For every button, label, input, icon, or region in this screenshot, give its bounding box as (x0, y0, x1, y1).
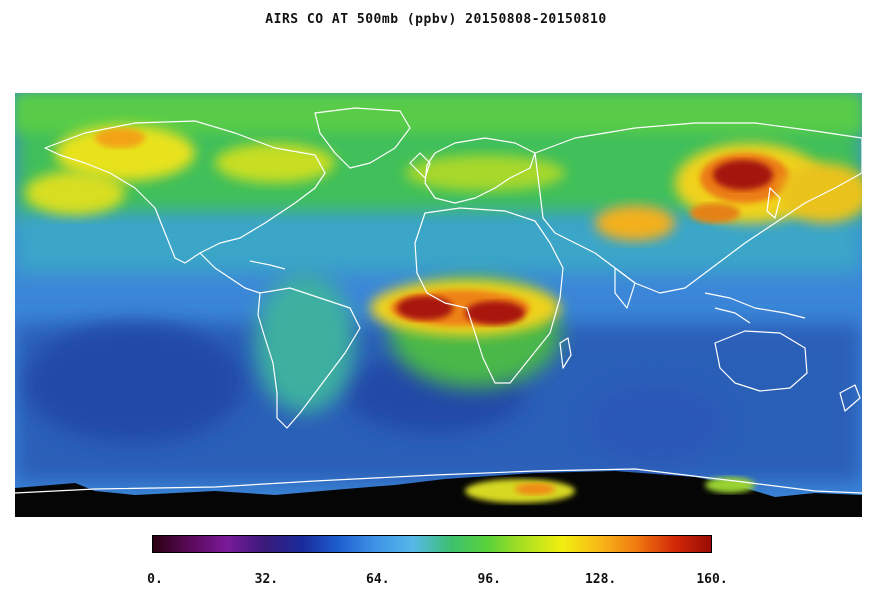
canada-plume (55, 125, 195, 181)
china-plume (595, 205, 675, 241)
dark-ocean-patch (25, 323, 245, 443)
east-asia-plume (780, 163, 862, 223)
canada-plume (25, 171, 125, 215)
colorbar (152, 535, 712, 553)
africa-plume-core-east (465, 301, 525, 325)
map-title: AIRS CO AT 500mb (ppbv) 20150808-2015081… (265, 12, 607, 27)
eurasia-plume (405, 155, 565, 191)
co-concentration-map (15, 93, 862, 517)
siberia-plume-core (713, 160, 773, 190)
colorbar-gradient (153, 536, 711, 552)
colorbar-tick: 32. (254, 572, 279, 587)
antarctic-plume (705, 477, 755, 493)
south-america-land (255, 273, 355, 413)
north-atlantic-plume (215, 143, 335, 183)
colorbar-tick: 160. (696, 572, 728, 587)
tropical-teal-band (15, 213, 862, 273)
colorbar-tick: 64. (366, 572, 390, 587)
antarctic-plume (515, 483, 555, 495)
antarctica-no-data (15, 471, 862, 517)
dark-ocean-patch (585, 383, 725, 463)
colorbar-tick: 96. (477, 572, 501, 587)
colorbar-tick: 128. (584, 572, 617, 587)
arctic-band (15, 93, 862, 133)
africa-plume-core-west (397, 296, 453, 320)
colorbar-tick: 0. (147, 572, 163, 587)
japan-plume (690, 203, 740, 223)
canada-plume (95, 128, 145, 148)
coastlines (15, 107, 862, 494)
